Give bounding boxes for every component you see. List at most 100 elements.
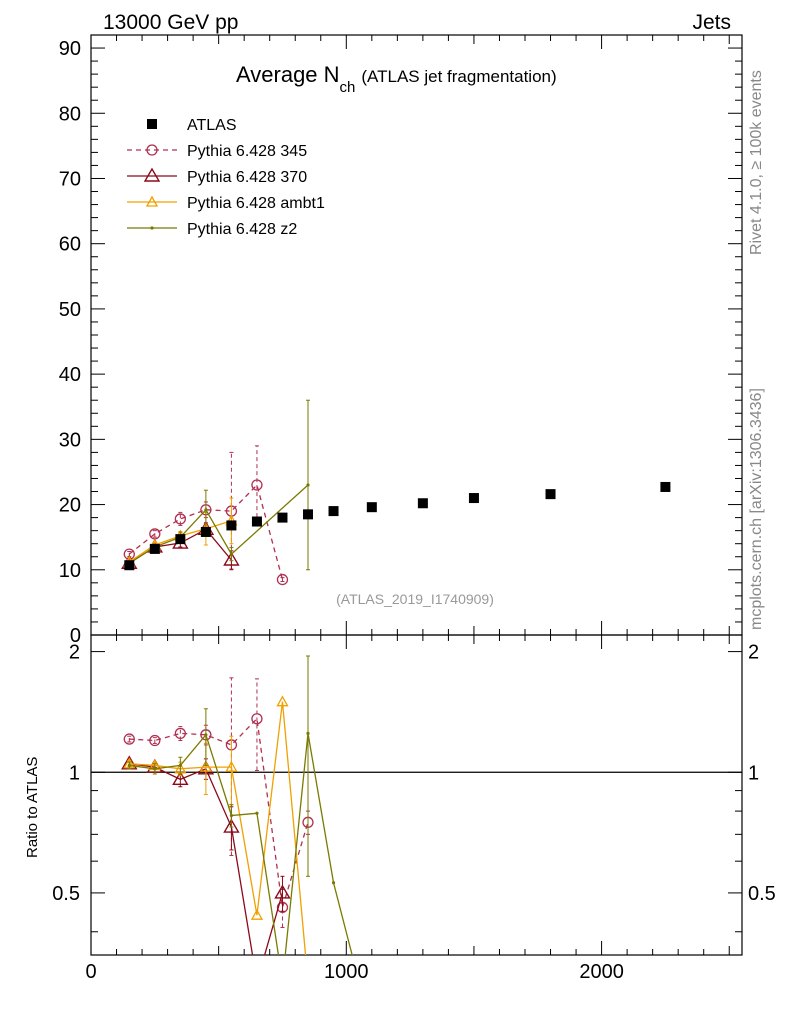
atlas-point <box>251 516 262 527</box>
y-tick-label: 30 <box>59 429 81 451</box>
header-right: Jets <box>692 11 731 34</box>
atlas-point <box>468 493 479 504</box>
main-title-text: Average N <box>236 62 340 87</box>
series-point <box>251 479 263 491</box>
y-tick-label: 70 <box>59 168 81 190</box>
atlas-point <box>277 512 288 523</box>
legend-label: ATLAS <box>187 117 237 134</box>
legend-marker <box>143 167 161 182</box>
ratio-error <box>203 708 208 766</box>
ratio-point <box>178 763 182 768</box>
ratio-point <box>127 763 131 768</box>
ratio-line <box>129 733 353 955</box>
atlas-point <box>366 502 377 513</box>
atlas-point <box>303 509 313 520</box>
ratio-error <box>306 655 310 877</box>
y-tick-label: 40 <box>59 364 81 386</box>
ratio-point <box>229 813 234 818</box>
ratio-error <box>254 678 259 772</box>
ratio-point <box>225 760 238 772</box>
legend-marker <box>146 144 158 156</box>
legend-item: Pythia 6.428 370 <box>127 167 307 186</box>
ratio-point <box>255 811 259 815</box>
legend-item: Pythia 6.428 345 <box>127 143 307 160</box>
series-error <box>152 530 157 538</box>
legend-item: Pythia 6.428 ambt1 <box>127 195 325 212</box>
series-point <box>276 573 289 586</box>
ratio-point <box>250 908 264 920</box>
atlas-point <box>175 534 186 545</box>
ratio-plot-frame <box>90 634 743 956</box>
series-error <box>178 511 183 526</box>
ratio-tick-label: 2 <box>69 642 80 664</box>
legend: ATLAS Pythia 6.428 345 Pythia 6.428 370 Pyt… <box>127 117 325 238</box>
legend-label: Pythia 6.428 370 <box>187 169 307 186</box>
ratio-point <box>204 733 208 737</box>
series-point <box>306 483 310 487</box>
atlas-point <box>417 498 428 509</box>
atlas-point <box>226 520 237 531</box>
x-tick-label: 1000 <box>324 961 369 983</box>
side-label-bottom: mcplots.cern.ch [arXiv:1306.3436] <box>748 388 765 630</box>
y-tick-label: 50 <box>59 299 81 321</box>
series-point <box>223 551 240 566</box>
header-left: 13000 GeV pp <box>103 11 238 34</box>
y-tick-label: 90 <box>59 38 81 60</box>
ratio-ylabel: Ratio to ATLAS <box>24 757 41 858</box>
y-tick-label: 0 <box>70 625 81 647</box>
ratio-point <box>149 734 161 747</box>
series-ratio-z2 <box>127 655 353 955</box>
series-error <box>254 445 259 525</box>
series-ratio-ambt1 <box>123 695 307 955</box>
atlas-point <box>149 543 160 554</box>
ratio-line <box>129 701 307 955</box>
ratio-point <box>199 760 212 772</box>
ratio-tick-label: 1 <box>69 762 80 784</box>
series-error <box>280 577 285 583</box>
x-tick-label: 2000 <box>579 961 624 983</box>
ratio-line <box>129 717 309 908</box>
series-point <box>174 513 187 525</box>
ratio-tick-label: 0.5 <box>52 883 80 905</box>
ratio-point <box>223 818 240 833</box>
ratio-error <box>229 735 234 806</box>
legend-marker <box>147 119 157 129</box>
series-point <box>204 508 208 512</box>
series-ratio-p345 <box>123 677 314 928</box>
ratio-error <box>127 735 132 743</box>
ratio-point <box>123 733 135 745</box>
ratio-line <box>129 763 284 955</box>
y-tick-label: 20 <box>59 495 81 517</box>
legend-label: Pythia 6.428 ambt1 <box>187 195 325 212</box>
axes-layer: 0 1000 2000 0 10 20 30 40 50 60 70 80 90 0.5 0.5 1 1 2 2 <box>52 34 776 983</box>
atlas-point <box>200 526 211 537</box>
ratio-point <box>251 713 263 725</box>
ratio-point <box>172 770 189 786</box>
side-label-top: Rivet 4.1.0, ≥ 100k events <box>748 70 765 255</box>
ratio-tick-label-right: 2 <box>748 642 759 664</box>
legend-label: Pythia 6.428 345 <box>187 143 307 160</box>
y-tick-label: 80 <box>59 103 81 125</box>
y-tick-label: 10 <box>59 560 81 582</box>
legend-label: Pythia 6.428 z2 <box>187 221 297 238</box>
main-title: Average Nch (ATLAS jet fragmentation) <box>236 62 557 96</box>
atlas-point <box>660 481 671 492</box>
atlas-point <box>545 489 556 500</box>
legend-item: ATLAS <box>147 117 237 134</box>
ratio-error <box>152 737 157 744</box>
ratio-point <box>331 881 336 885</box>
data-layer <box>121 399 671 955</box>
atlas-point <box>124 560 135 571</box>
ratio-tick-label-right: 0.5 <box>748 883 776 905</box>
ratio-error <box>280 875 285 912</box>
series-point <box>229 552 234 556</box>
legend-marker <box>145 195 159 207</box>
ratio-tick-label-right: 1 <box>748 762 759 784</box>
legend-item: Pythia 6.428 z2 <box>127 221 297 238</box>
legend-marker <box>150 226 154 230</box>
analysis-label: (ATLAS_2019_I1740909) <box>336 591 494 607</box>
ratio-point <box>306 731 310 736</box>
series-atlas <box>124 481 671 571</box>
y-tick-label: 60 <box>59 234 81 256</box>
